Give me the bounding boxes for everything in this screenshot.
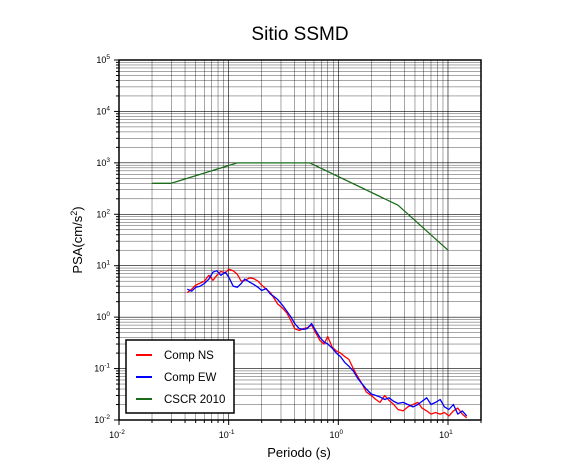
legend-label: CSCR 2010 — [164, 394, 225, 406]
x-tick-labels: 10-2 10-1 100 101 — [109, 429, 453, 440]
y-tick-label: 103 — [96, 157, 110, 168]
x-tick-label: 10-2 — [109, 429, 125, 440]
legend-label: Comp NS — [164, 350, 214, 362]
y-tick-label: 101 — [96, 260, 110, 271]
y-axis-label-exp: 2 — [69, 211, 79, 216]
y-tick-label: 100 — [96, 311, 110, 322]
plot-frame — [118, 59, 482, 421]
y-axis-label-base: PSA(cm/s — [70, 215, 85, 273]
x-tick-label: 101 — [439, 429, 453, 440]
series-lines — [152, 162, 468, 419]
x-axis-label: Periodo (s) — [267, 445, 331, 460]
legend: Comp NS Comp EW CSCR 2010 — [125, 339, 235, 414]
y-axis-label-close: ) — [70, 206, 85, 210]
y-tick-label: 105 — [96, 54, 110, 65]
y-tick-label: 104 — [96, 105, 110, 116]
legend-label: Comp EW — [164, 372, 217, 384]
y-tick-label: 102 — [96, 208, 110, 219]
series-line-comp-ew — [187, 270, 468, 417]
x-tick-label: 100 — [330, 429, 344, 440]
x-tick-label: 10-1 — [219, 429, 235, 440]
y-tick-label: 10-2 — [94, 414, 110, 425]
y-tick-label: 10-1 — [94, 363, 110, 374]
chart-title: Sitio SSMD — [251, 24, 348, 45]
y-axis-label: PSA(cm/s2) — [69, 206, 85, 273]
series-line-cscr-2010 — [152, 162, 449, 251]
y-tick-labels: 10-2 10-1 100 101 102 103 104 105 — [94, 54, 110, 425]
